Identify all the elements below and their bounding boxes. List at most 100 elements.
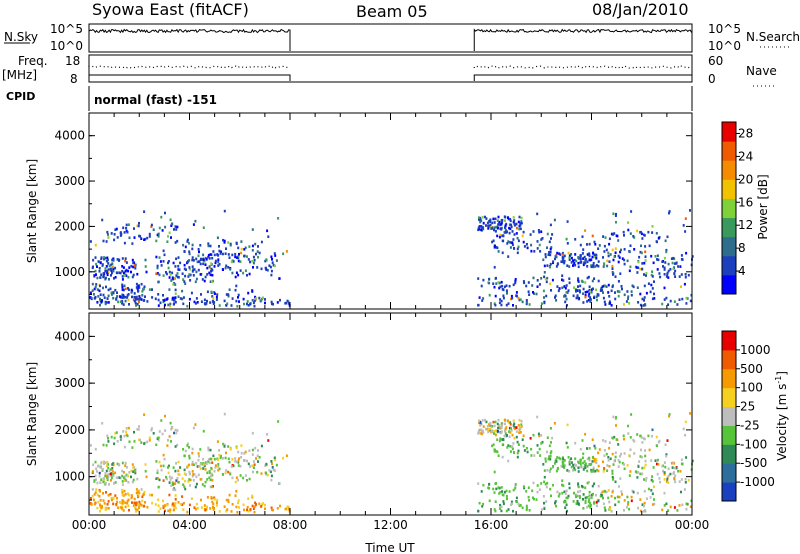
velocity-echo-cell — [237, 450, 240, 454]
power-echo-cell — [258, 251, 261, 255]
power-echo-cell — [116, 236, 119, 239]
velocity-echo-cell — [499, 491, 502, 494]
power-echo-cell — [499, 298, 502, 301]
velocity-echo-cell — [148, 436, 151, 440]
power-echo-cell — [505, 222, 508, 226]
power-echo-cell — [644, 303, 647, 306]
power-echo-cell — [602, 256, 604, 259]
power-echo-cell — [656, 268, 659, 271]
power-echo-cell — [583, 255, 586, 259]
power-echo-cell — [540, 277, 543, 280]
power-ytick-label: 3000 — [54, 174, 85, 188]
power-echo-cell — [546, 246, 548, 249]
velocity-echo-cell — [183, 454, 186, 457]
power-echo-cell — [644, 255, 647, 258]
velocity-echo-cell — [125, 466, 128, 469]
velocity-echo-cell — [145, 475, 148, 479]
power-echo-cell — [555, 299, 558, 302]
velocity-echo-cell — [114, 432, 117, 435]
power-echo-cell — [680, 273, 683, 276]
velocity-echo-cell — [573, 466, 576, 470]
power-echo-cell — [577, 280, 580, 283]
velocity-echo-cell — [213, 496, 216, 500]
power-echo-cell — [640, 232, 643, 236]
velocity-echo-cell — [234, 494, 237, 497]
velocity-echo-cell — [498, 439, 501, 443]
power-echo-cell — [112, 296, 115, 300]
power-echo-cell — [113, 277, 115, 280]
power-echo-cell — [231, 297, 234, 300]
velocity-echo-cell — [121, 488, 124, 492]
velocity-echo-cell — [627, 503, 629, 506]
velocity-echo-cell — [251, 453, 254, 456]
velocity-echo-cell — [497, 418, 500, 422]
power-echo-cell — [96, 265, 98, 268]
power-colorbar-swatch — [722, 217, 736, 238]
velocity-echo-cell — [560, 464, 563, 468]
power-colorbar-swatch — [722, 274, 736, 295]
power-echo-cell — [498, 220, 501, 224]
velocity-echo-cell — [684, 477, 687, 481]
power-echo-cell — [133, 295, 136, 299]
velocity-echo-cell — [150, 428, 153, 432]
power-echo-cell — [158, 256, 161, 259]
velocity-echo-cell — [210, 496, 213, 499]
power-echo-cell — [563, 261, 566, 265]
power-echo-cell — [99, 276, 102, 279]
velocity-echo-cell — [504, 429, 506, 433]
velocity-echo-cell — [479, 424, 482, 427]
velocity-echo-cell — [607, 459, 610, 462]
power-echo-cell — [199, 244, 202, 247]
power-echo-cell — [501, 239, 504, 243]
power-echo-cell — [603, 262, 606, 265]
velocity-echo-cell — [614, 417, 617, 421]
velocity-echo-cell — [193, 506, 196, 509]
power-echo-cell — [516, 247, 519, 251]
velocity-echo-cell — [270, 478, 273, 482]
velocity-echo-cell — [582, 468, 585, 471]
velocity-echo-cell — [216, 498, 219, 502]
power-echo-cell — [513, 224, 516, 227]
velocity-echo-cell — [501, 493, 504, 496]
velocity-echo-cell — [229, 448, 232, 451]
velocity-echo-cell — [210, 474, 212, 478]
velocity-echo-cell — [637, 465, 640, 468]
power-echo-cell — [239, 269, 242, 272]
power-echo-cell — [580, 279, 583, 283]
power-echo-cell — [189, 279, 192, 282]
power-echo-cell — [130, 264, 133, 268]
velocity-echo-cell — [577, 490, 579, 494]
power-echo-cell — [134, 301, 137, 305]
velocity-echo-cell — [270, 474, 273, 478]
velocity-echo-cell — [539, 454, 542, 457]
power-echo-cell — [584, 261, 587, 265]
velocity-echo-cell — [674, 480, 677, 484]
power-echo-cell — [157, 235, 160, 238]
velocity-echo-cell — [566, 446, 569, 449]
velocity-echo-cell — [256, 454, 259, 458]
velocity-echo-cell — [158, 430, 161, 433]
velocity-echo-cell — [493, 508, 496, 511]
velocity-echo-cell — [561, 462, 564, 466]
power-echo-cell — [655, 232, 658, 235]
power-echo-cell — [563, 295, 566, 298]
power-echo-cell — [136, 287, 139, 291]
velocity-colorbar-label-main: Velocity [m s — [775, 384, 789, 461]
power-echo-cell — [546, 264, 549, 267]
velocity-echo-cell — [235, 476, 238, 479]
velocity-echo-cell — [192, 426, 195, 430]
power-echo-cell — [514, 279, 517, 283]
velocity-echo-cell — [197, 473, 200, 477]
velocity-echo-cell — [169, 478, 172, 481]
power-echo-cell — [213, 265, 216, 268]
power-echo-cell — [176, 239, 179, 243]
velocity-echo-cell — [565, 496, 568, 500]
power-echo-cell — [489, 219, 492, 223]
power-echo-cell — [662, 265, 664, 268]
power-echo-cell — [243, 302, 245, 306]
power-echo-cell — [122, 226, 125, 230]
power-echo-cell — [626, 259, 629, 263]
velocity-echo-cell — [529, 437, 532, 440]
power-echo-cell — [487, 227, 490, 230]
sky-panel-frame — [88, 23, 693, 53]
